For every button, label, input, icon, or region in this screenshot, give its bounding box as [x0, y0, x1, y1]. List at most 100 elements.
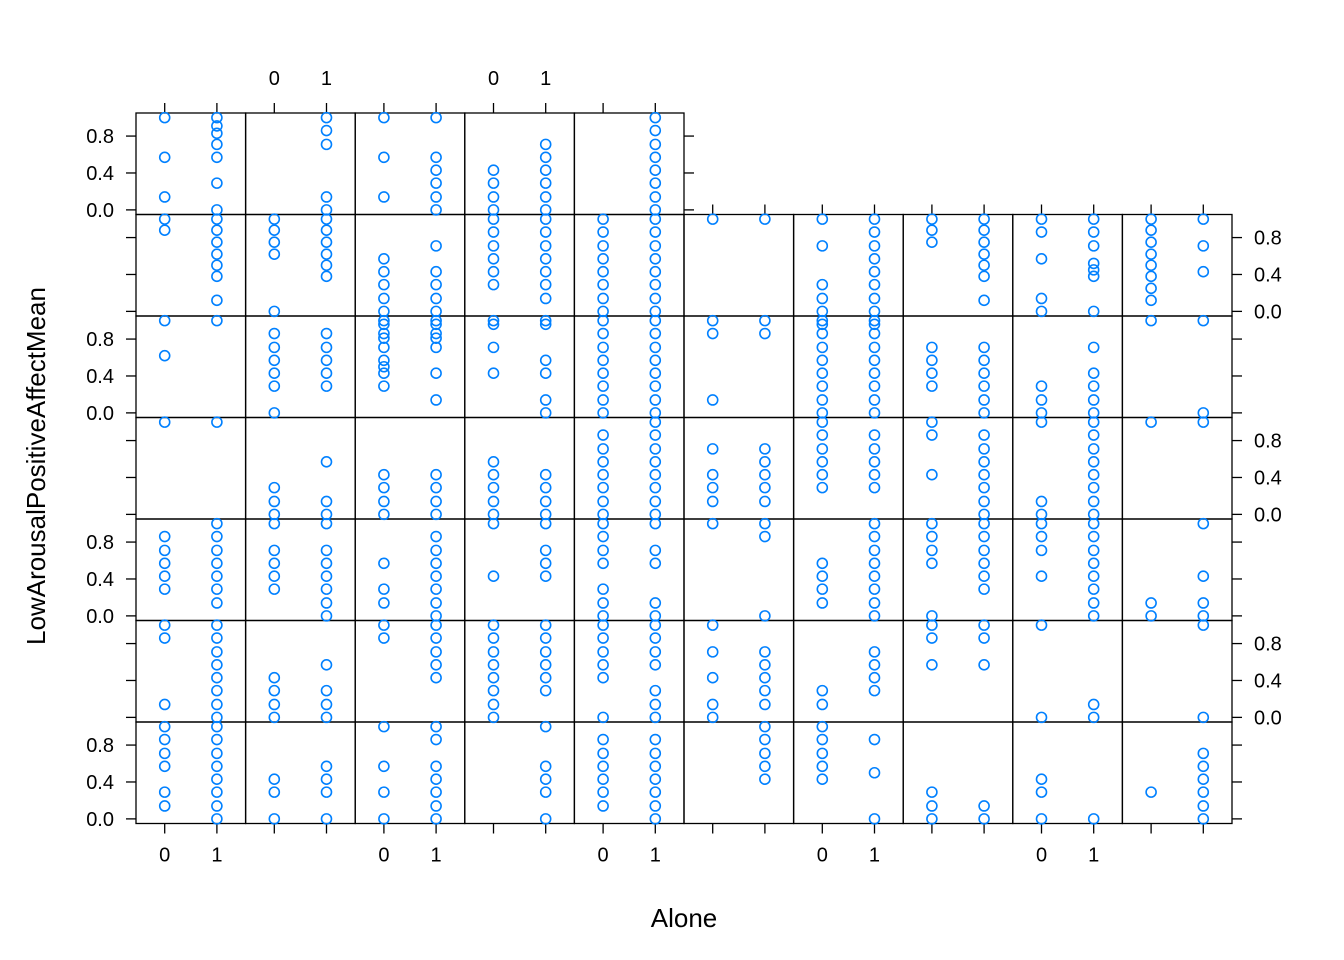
- data-point: [868, 557, 881, 570]
- data-point: [759, 610, 771, 622]
- data-point: [320, 341, 333, 354]
- data-point: [1145, 597, 1157, 609]
- data-point: [816, 380, 829, 392]
- data-point: [268, 327, 281, 340]
- x-tick-label: 1: [869, 845, 880, 867]
- data-point: [211, 671, 223, 684]
- data-point: [649, 138, 662, 151]
- panel-1-5: [683, 213, 795, 317]
- data-point: [649, 164, 662, 177]
- data-point: [978, 407, 990, 419]
- data-point: [158, 570, 171, 583]
- data-point: [487, 213, 500, 225]
- data-point: [649, 240, 662, 252]
- data-point: [597, 760, 609, 773]
- data-point: [1035, 530, 1048, 543]
- panel-4-2: [354, 518, 466, 622]
- data-point: [759, 455, 771, 468]
- data-point: [1197, 813, 1210, 825]
- data-point: [487, 240, 500, 252]
- data-point: [706, 481, 719, 494]
- data-point: [649, 265, 662, 278]
- data-point: [1035, 786, 1048, 798]
- data-point: [597, 468, 609, 481]
- data-point: [539, 292, 552, 305]
- data-point: [816, 597, 829, 609]
- data-point: [926, 786, 938, 798]
- data-point: [378, 720, 390, 733]
- data-point: [487, 191, 500, 203]
- data-point: [816, 416, 829, 428]
- data-point: [1197, 800, 1210, 812]
- data-point: [539, 394, 552, 406]
- data-point: [1035, 305, 1048, 318]
- data-point: [539, 684, 552, 697]
- data-point: [158, 760, 171, 773]
- data-point: [649, 760, 662, 773]
- data-point: [378, 252, 390, 265]
- data-point: [868, 407, 881, 419]
- data-point: [868, 530, 881, 543]
- panel-3-5: [683, 416, 795, 520]
- data-point: [978, 270, 990, 283]
- data-point: [430, 508, 442, 521]
- data-point: [926, 557, 938, 570]
- data-point: [868, 213, 881, 225]
- data-point: [320, 517, 333, 530]
- data-point: [1145, 259, 1157, 272]
- data-point: [868, 813, 881, 825]
- x-tick-label: 1: [650, 845, 661, 867]
- panel-5-6: [792, 619, 904, 723]
- data-point: [320, 711, 333, 724]
- data-point: [487, 177, 500, 189]
- data-point: [759, 443, 771, 455]
- panel-3-7: [902, 416, 1014, 520]
- data-point: [539, 278, 552, 291]
- panel-4-8: [1012, 518, 1124, 622]
- data-point: [378, 597, 390, 609]
- data-point: [211, 314, 223, 327]
- data-point: [211, 720, 223, 733]
- data-point: [487, 632, 500, 644]
- data-point: [430, 557, 442, 570]
- data-point: [158, 314, 171, 327]
- data-point: [158, 632, 171, 644]
- data-point: [597, 733, 609, 746]
- data-point: [1035, 570, 1048, 583]
- panel-5-0: [135, 619, 247, 723]
- data-point: [1087, 270, 1100, 283]
- data-point: [978, 380, 990, 392]
- data-point: [1087, 305, 1100, 318]
- data-point: [1087, 570, 1100, 583]
- panel-3-8: [1012, 416, 1124, 520]
- data-point: [487, 318, 500, 331]
- data-point: [597, 265, 609, 278]
- data-point: [158, 191, 171, 203]
- data-point: [268, 698, 281, 711]
- data-point: [816, 354, 829, 367]
- data-point: [868, 380, 881, 392]
- data-point: [539, 786, 552, 798]
- data-point: [211, 248, 223, 260]
- data-point: [268, 380, 281, 392]
- data-point: [978, 583, 990, 595]
- data-point: [978, 455, 990, 468]
- data-point: [378, 557, 390, 570]
- data-point: [539, 760, 552, 773]
- data-point: [539, 813, 552, 825]
- data-point: [706, 517, 719, 530]
- data-point: [926, 619, 938, 631]
- data-point: [211, 733, 223, 746]
- data-point: [487, 164, 500, 177]
- panel-3-4: [573, 416, 685, 520]
- data-point: [211, 138, 223, 151]
- data-point: [158, 720, 171, 733]
- data-point: [430, 327, 442, 340]
- data-point: [868, 517, 881, 530]
- data-point: [706, 671, 719, 684]
- data-point: [211, 658, 223, 671]
- data-point: [1035, 416, 1048, 428]
- data-point: [597, 544, 609, 557]
- data-point: [1087, 530, 1100, 543]
- data-point: [539, 468, 552, 481]
